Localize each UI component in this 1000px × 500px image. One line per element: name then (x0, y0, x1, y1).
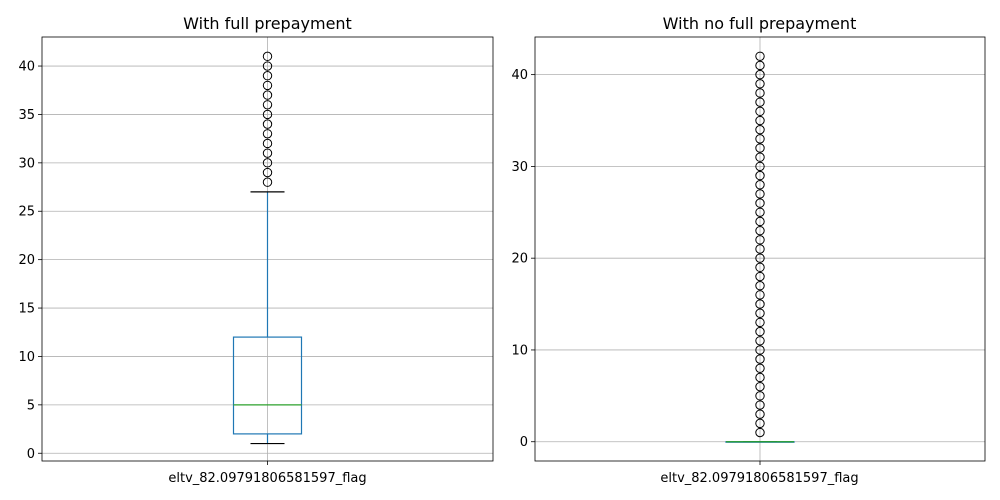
y-tick-label: 10 (511, 343, 528, 358)
outlier-point (755, 400, 765, 410)
y-tick-label: 15 (18, 302, 35, 317)
y-tick-label: 40 (18, 60, 35, 75)
outlier-point (755, 51, 765, 61)
outlier-point (755, 161, 765, 172)
outlier-point (755, 336, 765, 346)
outlier-point (755, 88, 765, 98)
outlier-point (262, 90, 273, 100)
chart-title: With no full prepayment (663, 14, 857, 33)
chart-panel-no-full-prepayment: With no full prepayment eltv_82.09791806… (511, 14, 986, 486)
chart-panel-full-prepayment: With full prepayment eltv_82.09791806581… (18, 14, 494, 486)
y-tick-label: 20 (18, 253, 35, 268)
outlier-point (755, 244, 765, 254)
outlier-point (755, 317, 765, 328)
y-tick-label: 10 (18, 350, 35, 365)
outlier-point (262, 80, 273, 91)
y-tick-label: 20 (511, 252, 528, 267)
outlier-point (262, 177, 273, 187)
outlier-point (755, 106, 765, 117)
outlier-point (755, 253, 765, 263)
outlier-point (755, 409, 765, 419)
outlier-point (755, 308, 765, 318)
outlier-point (262, 71, 273, 81)
outlier-point (755, 124, 765, 135)
outlier-point (755, 271, 765, 282)
outlier-point (262, 167, 273, 178)
outlier-point (755, 281, 765, 291)
outlier-point (755, 115, 765, 126)
y-tick-label: 0 (520, 435, 528, 450)
outlier-point (262, 119, 273, 129)
outlier-point (755, 372, 765, 383)
outlier-point (755, 152, 765, 162)
outlier-point (755, 79, 765, 89)
outlier-point (755, 225, 765, 236)
outlier-point (755, 189, 765, 199)
outlier-point (755, 345, 765, 355)
x-tick-label: eltv_82.09791806581597_flag (168, 471, 366, 486)
outlier-point (755, 134, 765, 144)
outlier-point (755, 143, 765, 153)
outlier-point (755, 262, 765, 273)
outlier-point (755, 354, 765, 364)
x-tick-label: eltv_82.09791806581597_flag (660, 471, 858, 486)
outlier-point (755, 180, 765, 190)
outlier-point (755, 381, 765, 392)
outlier-point (755, 363, 765, 374)
outlier-point (262, 100, 273, 110)
axes-frame (534, 36, 986, 462)
outlier-point (755, 97, 765, 107)
outlier-point (755, 290, 765, 300)
y-tick-label: 40 (511, 68, 528, 83)
outlier-point (755, 207, 765, 217)
axes-frame (41, 36, 494, 462)
outlier-point (755, 216, 765, 227)
y-tick-label: 30 (511, 160, 528, 175)
outlier-point (262, 148, 273, 158)
outlier-point (755, 418, 765, 429)
outlier-point (755, 391, 765, 401)
outlier-point (262, 158, 273, 168)
y-tick-label: 5 (27, 398, 35, 413)
y-tick-label: 25 (18, 205, 35, 220)
outlier-point (755, 299, 765, 309)
outlier-point (755, 235, 765, 245)
chart-title: With full prepayment (183, 14, 352, 33)
outlier-point (262, 61, 273, 71)
outlier-point (262, 138, 273, 149)
outlier-point (262, 109, 273, 120)
outlier-point (755, 170, 765, 181)
y-tick-label: 35 (18, 108, 35, 123)
outlier-point (755, 69, 765, 80)
y-tick-label: 30 (18, 156, 35, 171)
outlier-point (262, 129, 273, 139)
outlier-point (755, 427, 765, 438)
outlier-point (755, 326, 765, 337)
outlier-point (755, 60, 765, 71)
outlier-point (262, 51, 273, 62)
outlier-point (755, 198, 765, 208)
iqr-box (232, 336, 303, 435)
y-tick-label: 0 (27, 447, 35, 462)
